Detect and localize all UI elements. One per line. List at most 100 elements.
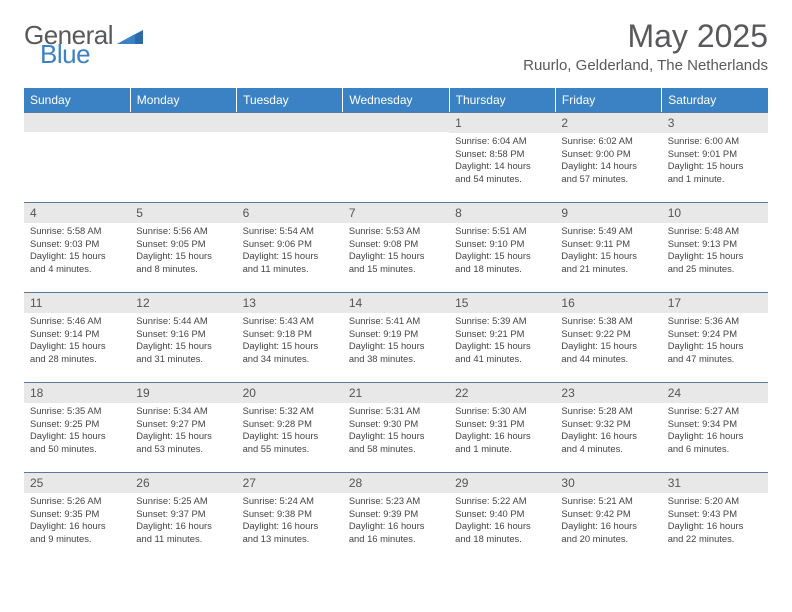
day-line-d2: and 34 minutes. <box>243 353 337 366</box>
day-line-d2: and 11 minutes. <box>243 263 337 276</box>
day-line-sr: Sunrise: 5:51 AM <box>455 225 549 238</box>
day-line-ss: Sunset: 9:34 PM <box>668 418 762 431</box>
day-details: Sunrise: 5:23 AMSunset: 9:39 PMDaylight:… <box>343 493 449 550</box>
calendar-day-cell: 17Sunrise: 5:36 AMSunset: 9:24 PMDayligh… <box>662 292 768 382</box>
day-line-ss: Sunset: 9:06 PM <box>243 238 337 251</box>
day-line-d1: Daylight: 16 hours <box>243 520 337 533</box>
calendar-day-cell: 27Sunrise: 5:24 AMSunset: 9:38 PMDayligh… <box>237 472 343 562</box>
location-subtitle: Ruurlo, Gelderland, The Netherlands <box>523 57 768 74</box>
day-number: 30 <box>555 472 661 493</box>
day-details: Sunrise: 5:31 AMSunset: 9:30 PMDaylight:… <box>343 403 449 460</box>
day-number: 28 <box>343 472 449 493</box>
day-line-d1: Daylight: 16 hours <box>561 430 655 443</box>
day-line-ss: Sunset: 9:42 PM <box>561 508 655 521</box>
day-line-d2: and 41 minutes. <box>455 353 549 366</box>
day-line-sr: Sunrise: 5:24 AM <box>243 495 337 508</box>
calendar-day-cell: 25Sunrise: 5:26 AMSunset: 9:35 PMDayligh… <box>24 472 130 562</box>
day-details: Sunrise: 5:26 AMSunset: 9:35 PMDaylight:… <box>24 493 130 550</box>
day-number: 26 <box>130 472 236 493</box>
day-line-d2: and 55 minutes. <box>243 443 337 456</box>
day-line-sr: Sunrise: 5:54 AM <box>243 225 337 238</box>
day-details: Sunrise: 5:36 AMSunset: 9:24 PMDaylight:… <box>662 313 768 370</box>
day-line-d1: Daylight: 16 hours <box>349 520 443 533</box>
calendar-day-cell: 24Sunrise: 5:27 AMSunset: 9:34 PMDayligh… <box>662 382 768 472</box>
day-line-d1: Daylight: 15 hours <box>455 250 549 263</box>
day-line-sr: Sunrise: 5:27 AM <box>668 405 762 418</box>
day-number: 14 <box>343 292 449 313</box>
day-line-ss: Sunset: 9:40 PM <box>455 508 549 521</box>
day-line-d1: Daylight: 16 hours <box>455 430 549 443</box>
calendar-day-cell <box>130 112 236 202</box>
day-line-sr: Sunrise: 5:26 AM <box>30 495 124 508</box>
calendar-week-row: 4Sunrise: 5:58 AMSunset: 9:03 PMDaylight… <box>24 202 768 292</box>
day-line-d2: and 9 minutes. <box>30 533 124 546</box>
col-sunday: Sunday <box>24 88 130 112</box>
day-line-d1: Daylight: 14 hours <box>455 160 549 173</box>
day-number: 17 <box>662 292 768 313</box>
day-details: Sunrise: 5:24 AMSunset: 9:38 PMDaylight:… <box>237 493 343 550</box>
day-line-d2: and 20 minutes. <box>561 533 655 546</box>
day-line-d2: and 16 minutes. <box>349 533 443 546</box>
day-line-ss: Sunset: 9:31 PM <box>455 418 549 431</box>
day-number <box>343 112 449 132</box>
day-number: 22 <box>449 382 555 403</box>
month-title: May 2025 <box>523 18 768 55</box>
day-number: 29 <box>449 472 555 493</box>
day-line-sr: Sunrise: 5:32 AM <box>243 405 337 418</box>
day-line-sr: Sunrise: 5:53 AM <box>349 225 443 238</box>
day-number: 27 <box>237 472 343 493</box>
day-details: Sunrise: 5:49 AMSunset: 9:11 PMDaylight:… <box>555 223 661 280</box>
day-line-d1: Daylight: 16 hours <box>455 520 549 533</box>
day-line-d1: Daylight: 16 hours <box>561 520 655 533</box>
day-line-d1: Daylight: 15 hours <box>30 340 124 353</box>
day-line-d1: Daylight: 15 hours <box>30 250 124 263</box>
calendar-day-cell: 10Sunrise: 5:48 AMSunset: 9:13 PMDayligh… <box>662 202 768 292</box>
day-line-d1: Daylight: 15 hours <box>561 250 655 263</box>
day-line-d1: Daylight: 14 hours <box>561 160 655 173</box>
calendar-day-cell <box>24 112 130 202</box>
day-line-ss: Sunset: 9:05 PM <box>136 238 230 251</box>
calendar-day-cell: 20Sunrise: 5:32 AMSunset: 9:28 PMDayligh… <box>237 382 343 472</box>
calendar-day-cell: 18Sunrise: 5:35 AMSunset: 9:25 PMDayligh… <box>24 382 130 472</box>
col-wednesday: Wednesday <box>343 88 449 112</box>
day-line-ss: Sunset: 8:58 PM <box>455 148 549 161</box>
day-line-ss: Sunset: 9:11 PM <box>561 238 655 251</box>
calendar-day-cell: 9Sunrise: 5:49 AMSunset: 9:11 PMDaylight… <box>555 202 661 292</box>
day-line-d2: and 4 minutes. <box>561 443 655 456</box>
day-number: 13 <box>237 292 343 313</box>
day-line-d1: Daylight: 15 hours <box>243 340 337 353</box>
day-line-ss: Sunset: 9:14 PM <box>30 328 124 341</box>
day-number: 12 <box>130 292 236 313</box>
day-line-sr: Sunrise: 5:49 AM <box>561 225 655 238</box>
day-line-d2: and 15 minutes. <box>349 263 443 276</box>
day-number <box>237 112 343 132</box>
day-line-ss: Sunset: 9:35 PM <box>30 508 124 521</box>
day-details: Sunrise: 5:28 AMSunset: 9:32 PMDaylight:… <box>555 403 661 460</box>
col-saturday: Saturday <box>662 88 768 112</box>
calendar-day-cell: 5Sunrise: 5:56 AMSunset: 9:05 PMDaylight… <box>130 202 236 292</box>
day-line-d1: Daylight: 15 hours <box>136 250 230 263</box>
day-details: Sunrise: 5:22 AMSunset: 9:40 PMDaylight:… <box>449 493 555 550</box>
day-line-d2: and 21 minutes. <box>561 263 655 276</box>
col-monday: Monday <box>130 88 236 112</box>
day-line-ss: Sunset: 9:16 PM <box>136 328 230 341</box>
day-details: Sunrise: 5:48 AMSunset: 9:13 PMDaylight:… <box>662 223 768 280</box>
day-line-sr: Sunrise: 5:25 AM <box>136 495 230 508</box>
day-details: Sunrise: 5:51 AMSunset: 9:10 PMDaylight:… <box>449 223 555 280</box>
day-line-ss: Sunset: 9:13 PM <box>668 238 762 251</box>
calendar-day-cell: 3Sunrise: 6:00 AMSunset: 9:01 PMDaylight… <box>662 112 768 202</box>
day-number: 7 <box>343 202 449 223</box>
col-thursday: Thursday <box>449 88 555 112</box>
day-details: Sunrise: 5:27 AMSunset: 9:34 PMDaylight:… <box>662 403 768 460</box>
day-line-sr: Sunrise: 5:20 AM <box>668 495 762 508</box>
day-number: 4 <box>24 202 130 223</box>
day-details: Sunrise: 5:43 AMSunset: 9:18 PMDaylight:… <box>237 313 343 370</box>
calendar-day-cell <box>237 112 343 202</box>
day-line-sr: Sunrise: 5:58 AM <box>30 225 124 238</box>
day-line-d1: Daylight: 15 hours <box>668 250 762 263</box>
day-number: 1 <box>449 112 555 133</box>
day-number: 19 <box>130 382 236 403</box>
day-details: Sunrise: 5:39 AMSunset: 9:21 PMDaylight:… <box>449 313 555 370</box>
day-number: 11 <box>24 292 130 313</box>
day-line-sr: Sunrise: 5:23 AM <box>349 495 443 508</box>
